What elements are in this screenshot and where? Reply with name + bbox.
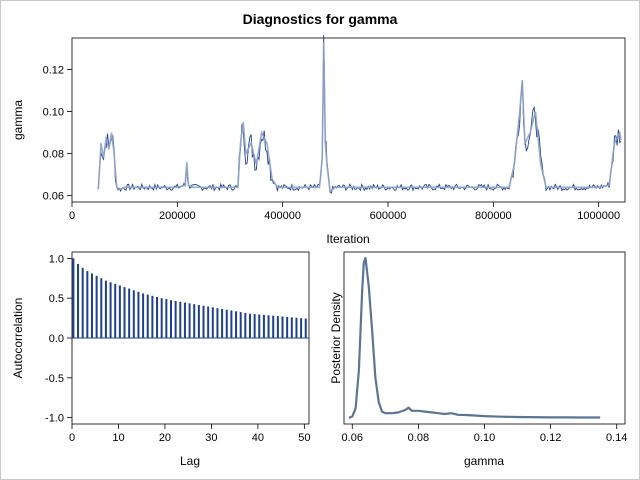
density-plot-area — [343, 251, 626, 425]
trace-x-tick-label: 800000 — [475, 210, 512, 222]
trace-x-tick-label: 400000 — [264, 210, 301, 222]
acf-y-tick-label: -1.0 — [45, 413, 64, 425]
acf-x-tick-label: 50 — [298, 432, 310, 444]
acf-x-tick-label: 10 — [112, 432, 124, 444]
density-x-tick-label: 0.14 — [606, 432, 627, 444]
density-x-tick-label: 0.10 — [474, 432, 495, 444]
trace-x-tick-label: 1000000 — [577, 210, 620, 222]
acf-y-axis-label: Autocorrelation — [11, 298, 25, 379]
density-plot: gamma Posterior Density 0.06 0.08 0.10 0.12… — [329, 251, 627, 468]
trace-y-tick-label: 0.10 — [43, 107, 64, 119]
density-x-tick-label: 0.06 — [342, 432, 363, 444]
trace-mean-line — [97, 42, 622, 194]
density-x-tick-label: 0.12 — [540, 432, 561, 444]
acf-x-axis-label: Lag — [180, 454, 200, 468]
acf-x-tick-label: 40 — [252, 432, 264, 444]
trace-y-tick-label: 0.06 — [43, 191, 64, 203]
trace-x-tick-label: 200000 — [159, 210, 196, 222]
acf-y-tick-label: -0.5 — [45, 373, 64, 385]
autocorrelation-plot: Lag Autocorrelation 0 10 20 30 40 50 1.0 0.5 0.0… — [11, 251, 310, 468]
trace-y-axis-label: gamma — [11, 100, 25, 140]
trace-x-tick-label: 0 — [69, 210, 75, 222]
trace-y-tick-label: 0.12 — [43, 65, 64, 77]
acf-y-tick-label: 0.5 — [49, 293, 64, 305]
trace-y-tick-label: 0.08 — [43, 149, 64, 161]
trace-x-tick-label: 600000 — [370, 210, 407, 222]
figure-title: Diagnostics for gamma — [243, 11, 398, 27]
trace-plot: Iteration gamma 0 200000 400000 600000 80000… — [11, 34, 626, 246]
density-x-tick-label: 0.08 — [408, 432, 429, 444]
acf-x-tick-label: 20 — [159, 432, 171, 444]
density-y-axis-label: Posterior Density — [329, 292, 343, 383]
acf-x-tick-label: 0 — [69, 432, 75, 444]
acf-x-tick-label: 30 — [205, 432, 217, 444]
trace-plot-area — [71, 37, 626, 203]
acf-y-tick-label: 0.0 — [49, 333, 64, 345]
density-x-axis-label: gamma — [464, 454, 504, 468]
density-curve — [348, 256, 601, 419]
trace-x-axis-label: Iteration — [326, 232, 369, 246]
acf-y-tick-label: 1.0 — [49, 253, 64, 265]
